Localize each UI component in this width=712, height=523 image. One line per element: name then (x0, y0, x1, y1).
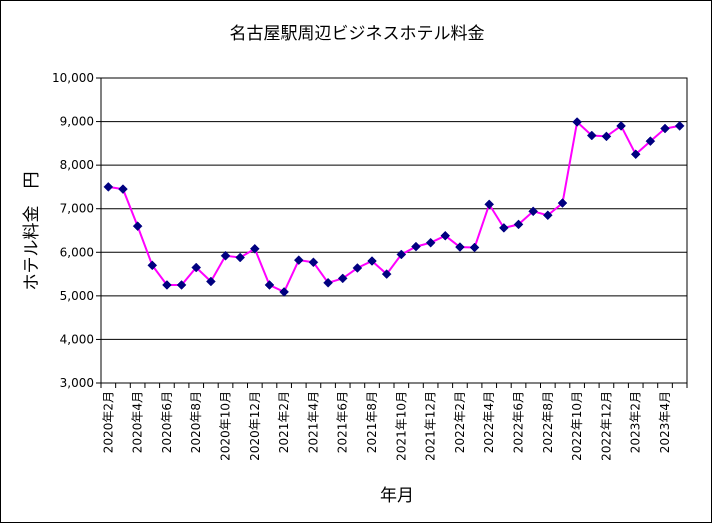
x-tick-label: 2022年6月 (512, 391, 526, 453)
x-tick-label: 2023年2月 (629, 391, 643, 453)
y-axis-ticks: 3,000 4,000 5,000 6,000 7,000 8,000 9,000 10,00… (52, 71, 101, 390)
data-point (293, 255, 304, 265)
x-tick-label: 2023年4月 (658, 391, 672, 453)
data-point (528, 206, 539, 217)
x-tick-label: 2021年12月 (424, 391, 438, 461)
x-tick-label: 2022年8月 (541, 391, 555, 453)
x-tick-label: 2022年4月 (482, 391, 496, 453)
data-point (118, 184, 128, 194)
y-tick-label: 5,000 (60, 289, 94, 303)
x-tick-label: 2022年10月 (570, 391, 584, 461)
y-tick-label: 6,000 (60, 245, 94, 259)
y-tick-label: 10,000 (52, 71, 94, 85)
data-point (103, 182, 114, 192)
x-tick-label: 2022年12月 (599, 391, 613, 461)
data-point (645, 136, 656, 147)
y-tick-label: 7,000 (60, 202, 94, 216)
data-point (455, 242, 465, 252)
series-line (108, 120, 680, 294)
data-point (191, 262, 202, 273)
data-point (132, 221, 143, 231)
x-tick-label: 2021年10月 (394, 391, 408, 461)
data-point (308, 257, 319, 268)
x-axis-ticks: 2020年2月 2020年4月 2020年6月 2020年8月 2020年10月 2020… (100, 383, 688, 461)
data-point (162, 280, 172, 290)
y-tick-label: 9,000 (60, 115, 94, 129)
x-axis-title: 年月 (380, 486, 414, 506)
data-point (147, 260, 158, 271)
x-tick-label: 2020年10月 (219, 391, 233, 461)
data-point (396, 249, 407, 260)
data-point (352, 263, 363, 273)
data-point (367, 256, 377, 266)
data-point (235, 252, 246, 263)
data-point (381, 269, 392, 279)
series-layer (108, 120, 680, 294)
data-point (557, 198, 568, 208)
data-point (440, 230, 451, 241)
y-axis-title: ホテル料金 円 (22, 172, 42, 291)
data-point (206, 276, 216, 287)
data-point (425, 237, 436, 248)
data-point (660, 123, 670, 134)
x-tick-label: 2020年12月 (248, 391, 262, 461)
data-point (264, 280, 275, 290)
x-tick-label: 2020年8月 (189, 391, 203, 453)
y-tick-label: 8,000 (60, 158, 94, 172)
data-point (630, 149, 641, 160)
data-point (220, 250, 231, 261)
data-point (176, 280, 187, 290)
gridlines (101, 121, 687, 340)
plot-area-border (100, 77, 688, 384)
data-point (411, 241, 421, 252)
y-tick-label: 3,000 (60, 376, 94, 390)
data-point (337, 273, 348, 284)
data-point (279, 287, 289, 297)
data-point (572, 117, 582, 127)
x-tick-label: 2021年6月 (336, 391, 350, 453)
x-tick-label: 2021年8月 (365, 391, 379, 453)
marker-layer (103, 117, 685, 297)
data-point (499, 223, 509, 233)
x-tick-label: 2021年4月 (306, 391, 320, 453)
data-point (542, 210, 553, 221)
x-tick-label: 2020年4月 (131, 391, 145, 453)
x-tick-label: 2021年2月 (277, 391, 291, 453)
data-point (601, 131, 612, 142)
data-point (484, 199, 495, 210)
data-point (586, 130, 597, 141)
x-tick-label: 2022年2月 (453, 391, 467, 453)
data-point (469, 242, 480, 253)
data-point (674, 121, 685, 131)
data-point (323, 277, 333, 288)
x-tick-label: 2020年2月 (101, 391, 115, 453)
x-tick-label: 2020年6月 (160, 391, 174, 453)
data-point (513, 219, 524, 230)
chart-title: 名古屋駅周辺ビジネスホテル料金 (230, 24, 485, 44)
data-point (616, 121, 626, 131)
data-point (249, 243, 260, 254)
y-tick-label: 4,000 (60, 332, 94, 346)
